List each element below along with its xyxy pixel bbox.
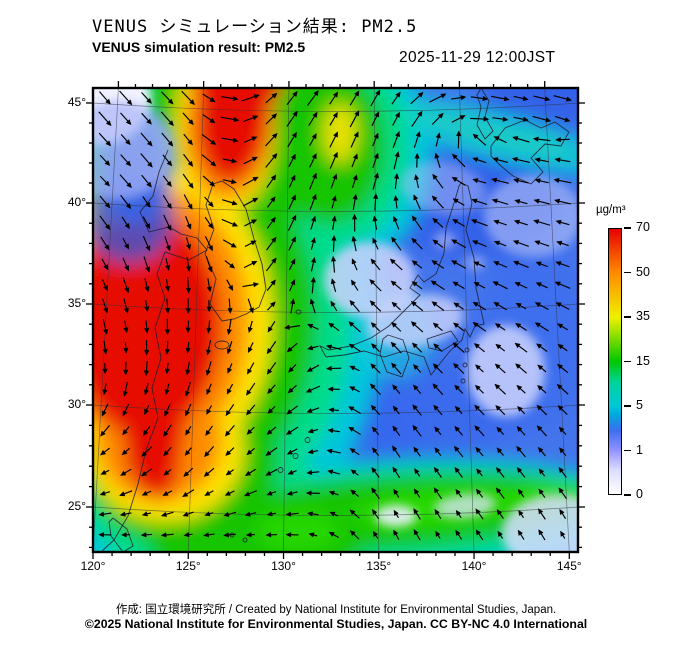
- colorbar-tick: [623, 449, 631, 452]
- colorbar-tick: [623, 271, 631, 274]
- lon-label-120: 120°: [80, 559, 106, 573]
- coastlines: [101, 88, 570, 552]
- lon-label-130: 130°: [271, 559, 296, 573]
- valid-timestamp: 2025-11-29 12:00JST: [399, 49, 556, 66]
- wind-vectors: [98, 89, 573, 541]
- lat-label-35: 35°: [67, 296, 86, 310]
- lat-label-25: 25°: [67, 499, 86, 513]
- colorbar-tick: [623, 494, 631, 496]
- colorbar-tick: [623, 316, 631, 318]
- lon-label-140: 140°: [461, 559, 487, 573]
- colorbar-unit-label: µg/m³: [596, 204, 626, 216]
- colorbar-label-1: 1: [636, 442, 643, 457]
- colorbar-tick: [623, 360, 631, 363]
- page-title-japanese: VENUS シミュレーション結果: PM2.5: [92, 17, 418, 37]
- axis-ticks: [86, 81, 585, 559]
- lon-label-125: 125°: [175, 559, 201, 573]
- graticule: [93, 88, 578, 552]
- colorbar: [608, 228, 622, 495]
- colorbar-label-0: 0: [636, 487, 643, 501]
- lon-label-145: 145°: [556, 559, 582, 573]
- map-inner: [93, 88, 578, 552]
- lon-label-135: 135°: [366, 559, 392, 573]
- colorbar-label-15: 15: [636, 353, 650, 368]
- colorbar-label-5: 5: [636, 398, 643, 412]
- lat-label-45: 45°: [67, 95, 86, 109]
- map-frame: [91, 86, 580, 554]
- credit-line: 作成: 国立環境研究所 / Created by National Instit…: [115, 604, 557, 616]
- colorbar-label-35: 35: [636, 309, 650, 323]
- lat-label-40: 40°: [67, 195, 86, 209]
- colorbar-label-70: 70: [636, 220, 650, 234]
- colorbar-tick: [623, 227, 631, 229]
- pm25-map-canvas: [86, 81, 585, 559]
- lat-label-30: 30°: [67, 397, 86, 411]
- colorbar-label-50: 50: [636, 264, 650, 279]
- colorbar-tick: [623, 405, 631, 407]
- copyright-line: ©2025 National Institute for Environment…: [84, 616, 588, 631]
- page-title-english: VENUS simulation result: PM2.5: [92, 39, 306, 55]
